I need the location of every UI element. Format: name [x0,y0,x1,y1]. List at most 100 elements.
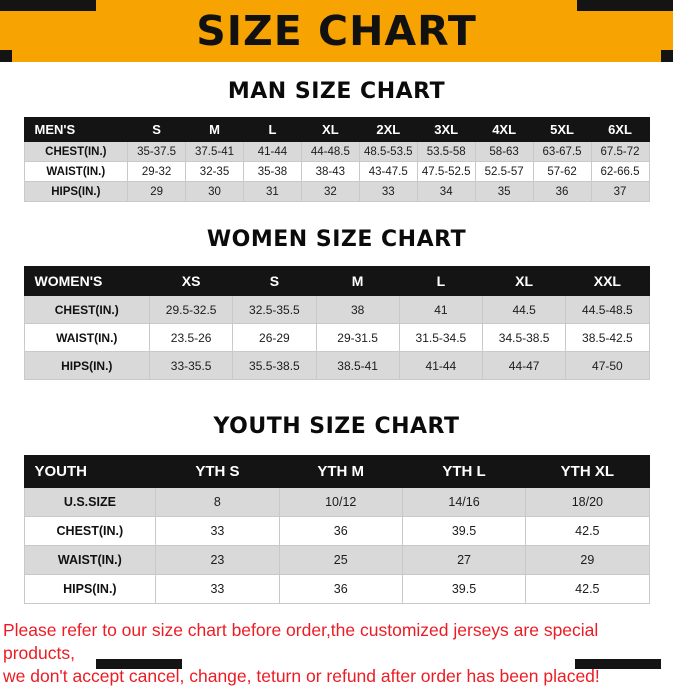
measurement-label-cell: CHEST(IN.) [23,295,150,324]
measurement-value-cell: 36 [532,181,592,202]
corner-mark [577,0,673,11]
corner-mark [661,50,673,62]
measurement-value-cell: 29 [525,545,650,575]
table-row: WAIST(IN.) 23 25 27 29 [23,545,650,575]
measurement-label-cell: WAIST(IN.) [23,161,129,182]
measurement-value-cell: 43-47.5 [358,161,418,182]
measurement-value-cell: 35-38 [242,161,302,182]
measurement-value-cell: 42.5 [525,516,650,546]
measurement-value-cell: 48.5-53.5 [358,141,418,162]
measurement-value-cell: 58-63 [474,141,534,162]
measurement-value-cell: 32-35 [185,161,244,182]
table-header-row: WOMEN'S XS S M L XL XXL [23,266,650,296]
table-title-cell: MEN'S [23,117,129,142]
measurement-value-cell: 47.5-52.5 [416,161,476,182]
notice-line-1: Please refer to our size chart before or… [3,620,599,663]
size-header-cell: 3XL [416,117,476,142]
measurement-label-cell: HIPS(IN.) [23,351,150,380]
measurement-value-cell: 57-62 [532,161,592,182]
measurement-label-cell: CHEST(IN.) [23,516,157,546]
measurement-value-cell: 42.5 [525,574,650,604]
measurement-value-cell: 37.5-41 [185,141,244,162]
measurement-value-cell: 25 [278,545,403,575]
measurement-value-cell: 29-32 [127,161,187,182]
measurement-value-cell: 44.5 [481,295,567,324]
table-title-cell: WOMEN'S [23,266,150,296]
page-title: SIZE CHART [196,7,477,55]
corner-mark [0,0,96,11]
bottom-corner-mark [575,659,661,669]
size-header-cell: XL [481,266,567,296]
table-row: CHEST(IN.) 33 36 39.5 42.5 [23,516,650,546]
bottom-corner-mark [96,659,182,669]
measurement-value-cell: 41-44 [398,351,484,380]
section-youth: YOUTH SIZE CHART YOUTH YTH S YTH M YTH L YTH… [0,414,673,604]
measurement-label-cell: WAIST(IN.) [23,545,157,575]
size-header-cell: YTH S [155,455,280,488]
measurement-value-cell: 39.5 [401,516,527,546]
measurement-value-cell: 53.5-58 [416,141,476,162]
measurement-value-cell: 29-31.5 [315,323,400,352]
size-header-cell: M [185,117,244,142]
size-header-cell: L [398,266,484,296]
measurement-value-cell: 18/20 [525,487,650,517]
measurement-value-cell: 14/16 [401,487,527,517]
measurement-value-cell: 44-48.5 [300,141,360,162]
measurement-value-cell: 44-47 [481,351,567,380]
section-man: MAN SIZE CHART MEN'S S M L XL 2XL 3XL 4XL 5XL 6XL… [0,79,673,202]
measurement-value-cell: 38 [315,295,400,324]
measurement-value-cell: 32 [300,181,360,202]
size-header-cell: 2XL [358,117,418,142]
measurement-value-cell: 31.5-34.5 [398,323,484,352]
size-header-cell: XXL [565,266,650,296]
measurement-value-cell: 34 [416,181,476,202]
measurement-value-cell: 29.5-32.5 [148,295,234,324]
measurement-label-cell: WAIST(IN.) [23,323,150,352]
measurement-value-cell: 29 [127,181,187,202]
section-title-women: WOMEN SIZE CHART [206,227,467,252]
measurement-label-cell: HIPS(IN.) [23,574,157,604]
measurement-value-cell: 47-50 [565,351,650,380]
size-header-cell: M [315,266,400,296]
measurement-value-cell: 31 [242,181,302,202]
measurement-value-cell: 33-35.5 [148,351,234,380]
table-row: HIPS(IN.) 33 36 39.5 42.5 [23,574,650,604]
measurement-value-cell: 35.5-38.5 [232,351,317,380]
measurement-value-cell: 35 [474,181,534,202]
measurement-value-cell: 41-44 [242,141,302,162]
measurement-label-cell: CHEST(IN.) [23,141,129,162]
measurement-value-cell: 33 [155,516,280,546]
measurement-value-cell: 33 [155,574,280,604]
measurement-label-cell: HIPS(IN.) [23,181,129,202]
measurement-value-cell: 33 [358,181,418,202]
section-women: WOMEN SIZE CHART WOMEN'S XS S M L XL XXL CHEST(… [0,227,673,380]
table-row: U.S.SIZE 8 10/12 14/16 18/20 [23,487,650,517]
size-header-cell: L [242,117,302,142]
measurement-value-cell: 44.5-48.5 [565,295,650,324]
size-header-cell: 4XL [474,117,534,142]
size-header-cell: XL [300,117,360,142]
size-header-cell: 5XL [532,117,592,142]
measurement-value-cell: 62-66.5 [590,161,650,182]
measurement-value-cell: 10/12 [278,487,403,517]
measurement-value-cell: 52.5-57 [474,161,534,182]
measurement-value-cell: 30 [185,181,244,202]
measurement-value-cell: 26-29 [232,323,317,352]
banner: SIZE CHART [0,0,673,62]
youth-size-table: YOUTH YTH S YTH M YTH L YTH XL U.S.SIZE 8 10/12… [23,455,650,604]
women-size-table: WOMEN'S XS S M L XL XXL CHEST(IN.) 29.5-32.5 32.5… [23,266,650,380]
size-header-cell: S [127,117,187,142]
measurement-value-cell: 34.5-38.5 [481,323,567,352]
size-header-cell: S [232,266,317,296]
table-header-row: MEN'S S M L XL 2XL 3XL 4XL 5XL 6XL [23,117,650,142]
footer-notice: Please refer to our size chart before or… [3,619,669,688]
measurement-value-cell: 36 [278,574,403,604]
measurement-value-cell: 63-67.5 [532,141,592,162]
table-row: WAIST(IN.) 23.5-26 26-29 29-31.5 31.5-34.5 34… [23,323,650,352]
table-row: CHEST(IN.) 29.5-32.5 32.5-35.5 38 41 44.5 44.5… [23,295,650,324]
measurement-value-cell: 39.5 [401,574,527,604]
measurement-value-cell: 67.5-72 [590,141,650,162]
measurement-value-cell: 8 [155,487,280,517]
section-title-man: MAN SIZE CHART [227,79,446,104]
